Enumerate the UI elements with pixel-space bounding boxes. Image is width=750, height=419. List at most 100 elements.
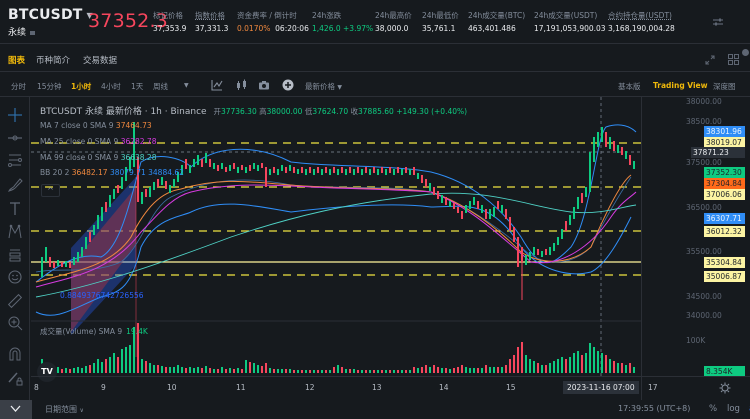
close-icon[interactable] xyxy=(742,49,749,56)
emoji-icon[interactable] xyxy=(7,269,23,285)
crosshair-price-tag: 37871.23 xyxy=(691,147,745,158)
price-tag-ma7: 37304.84 xyxy=(704,178,745,189)
stat-mark-price: 标记价格 37,353.9 xyxy=(153,11,187,33)
price-tick: 35500.00 xyxy=(686,247,722,256)
legend-ma7[interactable]: MA 7 close 0 SMA 9 37464.73 xyxy=(40,121,152,130)
price-tag-bb-lower: 36307.71 xyxy=(704,213,745,224)
timeframe-line[interactable]: 分时 xyxy=(11,82,26,91)
time-tick: 14 xyxy=(439,383,449,392)
chart-title: BTCUSDT 永续 最新价格 · 1h · Binance xyxy=(40,107,207,117)
text-tool-icon[interactable] xyxy=(7,201,23,217)
time-axis[interactable]: 8 9 10 11 12 13 14 15 2023-11-16 07:00 1… xyxy=(31,376,658,400)
stat-24h-volume-btc: 24h成交量(BTC) 463,401.486 xyxy=(468,11,526,33)
legend-bb[interactable]: BB 20 2 36482.17 38079.71 34884.62 xyxy=(40,168,184,177)
tab-coin-info[interactable]: 币种简介 xyxy=(36,56,71,66)
date-range-dropdown[interactable]: 日期范围 ∨ xyxy=(45,405,84,414)
symbol-selector[interactable]: BTCUSDT ▼ xyxy=(8,7,93,23)
timeframe-15m[interactable]: 15分钟 xyxy=(37,82,62,91)
candlestick-type-icon[interactable] xyxy=(236,79,248,91)
chevron-down-icon: ∨ xyxy=(79,407,84,414)
percent-scale-toggle[interactable]: % xyxy=(709,404,718,414)
ruler-icon[interactable] xyxy=(7,293,23,309)
magnet-icon[interactable] xyxy=(7,346,23,362)
collapse-legend-button[interactable]: ^ xyxy=(41,184,60,197)
price-tick: 34000.00 xyxy=(686,311,722,320)
chevron-down-icon xyxy=(10,405,21,412)
timeframe-1h[interactable]: 1小时 xyxy=(71,82,92,91)
contract-type: 永续 xyxy=(8,25,36,38)
crosshair-icon[interactable] xyxy=(7,107,23,123)
time-tick: 8 xyxy=(34,383,39,392)
volume-tag: 8.354K xyxy=(704,366,745,377)
chart-toolbar: 分时 15分钟 1小时 4小时 1天 周线 ▼ 最新价格 ▼ 基本版 Tradi… xyxy=(0,73,750,97)
price-tag-line: 35006.87 xyxy=(704,271,745,282)
stat-index-price[interactable]: 指数价格 37,331.3 xyxy=(195,11,229,33)
fib-ratio-label: 0.8849376742726556 xyxy=(60,291,144,300)
time-tick: 13 xyxy=(372,383,382,392)
time-tick: 9 xyxy=(101,383,106,392)
price-tag-line: 38019.07 xyxy=(704,137,745,148)
legend-ma99[interactable]: MA 99 close 0 SMA 9 36638.28 xyxy=(40,153,157,162)
sliders-icon[interactable] xyxy=(712,17,724,27)
stat-24h-volume-usdt: 24h成交量(USDT) 17,191,053,900.03 xyxy=(534,11,606,33)
last-price: 37352.3 xyxy=(88,10,168,32)
timeframe-4h[interactable]: 4小时 xyxy=(101,82,121,91)
price-tag-line: 36012.32 xyxy=(704,226,745,237)
timeframe-1w[interactable]: 周线 xyxy=(153,82,168,91)
drawing-toolbar xyxy=(0,97,30,400)
stat-24h-low: 24h最低价 35,761.1 xyxy=(422,11,459,33)
stat-open-interest[interactable]: 合约持仓量(USDT) 3,168,190,004.28 xyxy=(608,11,675,33)
collapse-toolbar-button[interactable] xyxy=(0,400,32,419)
add-indicator-icon[interactable] xyxy=(282,79,294,91)
stat-24h-change: 24h涨跌 1,426.0 +3.97% xyxy=(312,11,374,33)
price-tag-bb-upper: 38301.96 xyxy=(704,126,745,137)
view-basic[interactable]: 基本版 xyxy=(618,82,641,91)
fullscreen-icon[interactable] xyxy=(705,55,715,65)
price-tick: 38500.00 xyxy=(686,117,722,126)
contract-badge-icon xyxy=(30,30,36,35)
prediction-tool-icon[interactable] xyxy=(7,247,23,263)
layout-grid-icon[interactable] xyxy=(728,54,739,65)
tab-trading-data[interactable]: 交易数据 xyxy=(83,56,118,66)
time-tick: 12 xyxy=(305,383,315,392)
more-timeframes-caret-icon[interactable]: ▼ xyxy=(184,82,189,89)
crosshair-time-label: 2023-11-16 07:00 xyxy=(563,381,639,394)
time-tick: 10 xyxy=(167,383,177,392)
price-source-dropdown[interactable]: 最新价格 ▼ xyxy=(305,82,343,91)
trend-line-icon[interactable] xyxy=(7,130,23,146)
fib-retracement-icon[interactable] xyxy=(7,152,23,168)
clock-timezone[interactable]: 17:39:55 (UTC+8) xyxy=(618,404,691,413)
brush-icon[interactable] xyxy=(7,177,23,193)
camera-icon[interactable] xyxy=(258,79,270,91)
view-tradingview[interactable]: Trading View xyxy=(653,81,708,90)
view-depth[interactable]: 深度图 xyxy=(713,82,736,91)
last-price-tag: 37352.30 xyxy=(704,167,745,178)
indicator-chart-icon[interactable] xyxy=(211,79,223,91)
log-scale-toggle[interactable]: log xyxy=(727,404,740,414)
scroll-to-latest-icon[interactable] xyxy=(626,89,640,103)
volume-bars xyxy=(41,323,635,373)
gear-icon[interactable] xyxy=(719,382,731,394)
pattern-tool-icon[interactable] xyxy=(7,224,23,240)
tradingview-logo[interactable]: TV xyxy=(37,362,57,382)
ticker-header: BTCUSDT ▼ 永续 37352.3 标记价格 37,353.9 指数价格 3… xyxy=(0,0,750,44)
price-tick: 38000.00 xyxy=(686,97,722,106)
chart-title-line: BTCUSDT 永续 最新价格 · 1h · Binance 开37736.30… xyxy=(40,107,468,117)
time-tick: 17 xyxy=(648,383,658,392)
price-chart[interactable]: BTCUSDT 永续 最新价格 · 1h · Binance 开37736.30… xyxy=(31,97,641,400)
candlesticks xyxy=(41,122,635,300)
lock-drawings-icon[interactable] xyxy=(7,370,23,386)
time-tick: 11 xyxy=(236,383,246,392)
timeframe-1d[interactable]: 1天 xyxy=(131,82,144,91)
price-tag-line: 35304.84 xyxy=(704,257,745,268)
volume-tick: 100K xyxy=(686,336,706,345)
content-tabs: 图表 币种简介 交易数据 xyxy=(0,45,750,72)
price-tick: 34500.00 xyxy=(686,292,722,301)
price-tag-line: 37006.06 xyxy=(704,189,745,200)
legend-ma25[interactable]: MA 25 close 0 SMA 9 36282.78 xyxy=(40,137,157,146)
price-axis[interactable]: 38000.00 38500.00 37500.00 36500.00 3550… xyxy=(641,97,750,400)
tab-chart[interactable]: 图表 xyxy=(8,56,26,66)
zoom-in-icon[interactable] xyxy=(7,315,23,331)
stat-24h-high: 24h最高价 38,000.0 xyxy=(375,11,412,33)
volume-legend[interactable]: 成交量(Volume) SMA 9 19.4K xyxy=(40,327,148,336)
